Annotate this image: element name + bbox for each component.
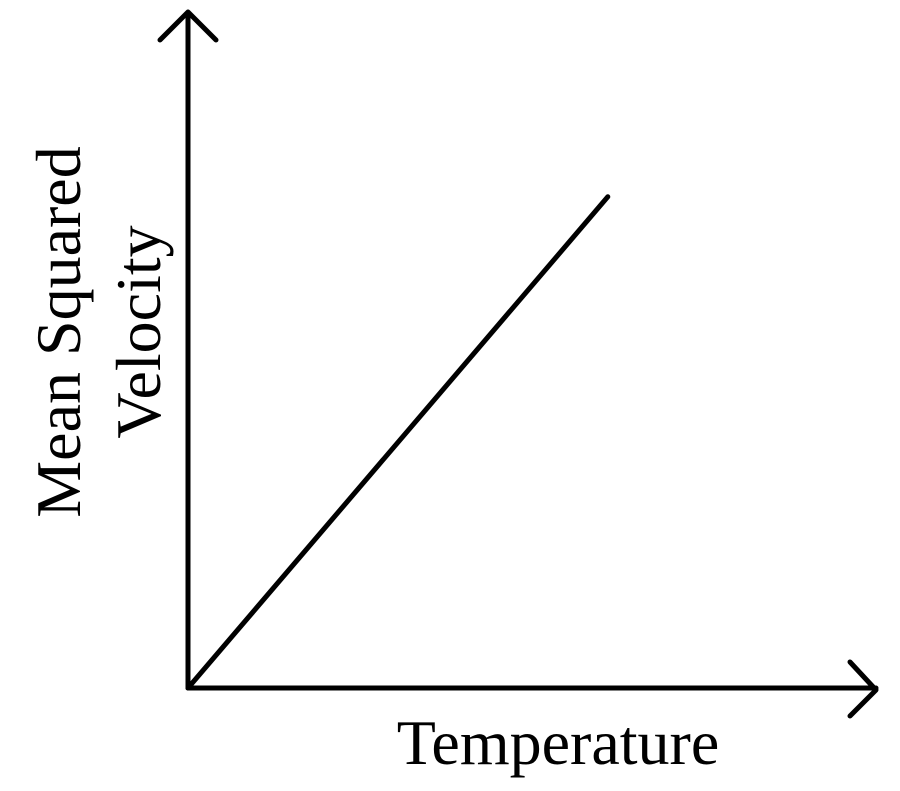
series-line-1 bbox=[185, 194, 611, 691]
y-axis-label-line-1: Mean Squared bbox=[23, 146, 94, 517]
x-axis-arrowhead bbox=[847, 659, 879, 719]
y-axis-label: Mean Squared Velocity bbox=[23, 146, 174, 517]
series-group bbox=[185, 194, 611, 691]
y-axis-label-line-2: Velocity bbox=[103, 225, 174, 438]
x-axis-label: Temperature bbox=[397, 707, 719, 778]
y-axis-arrowhead bbox=[157, 9, 219, 43]
